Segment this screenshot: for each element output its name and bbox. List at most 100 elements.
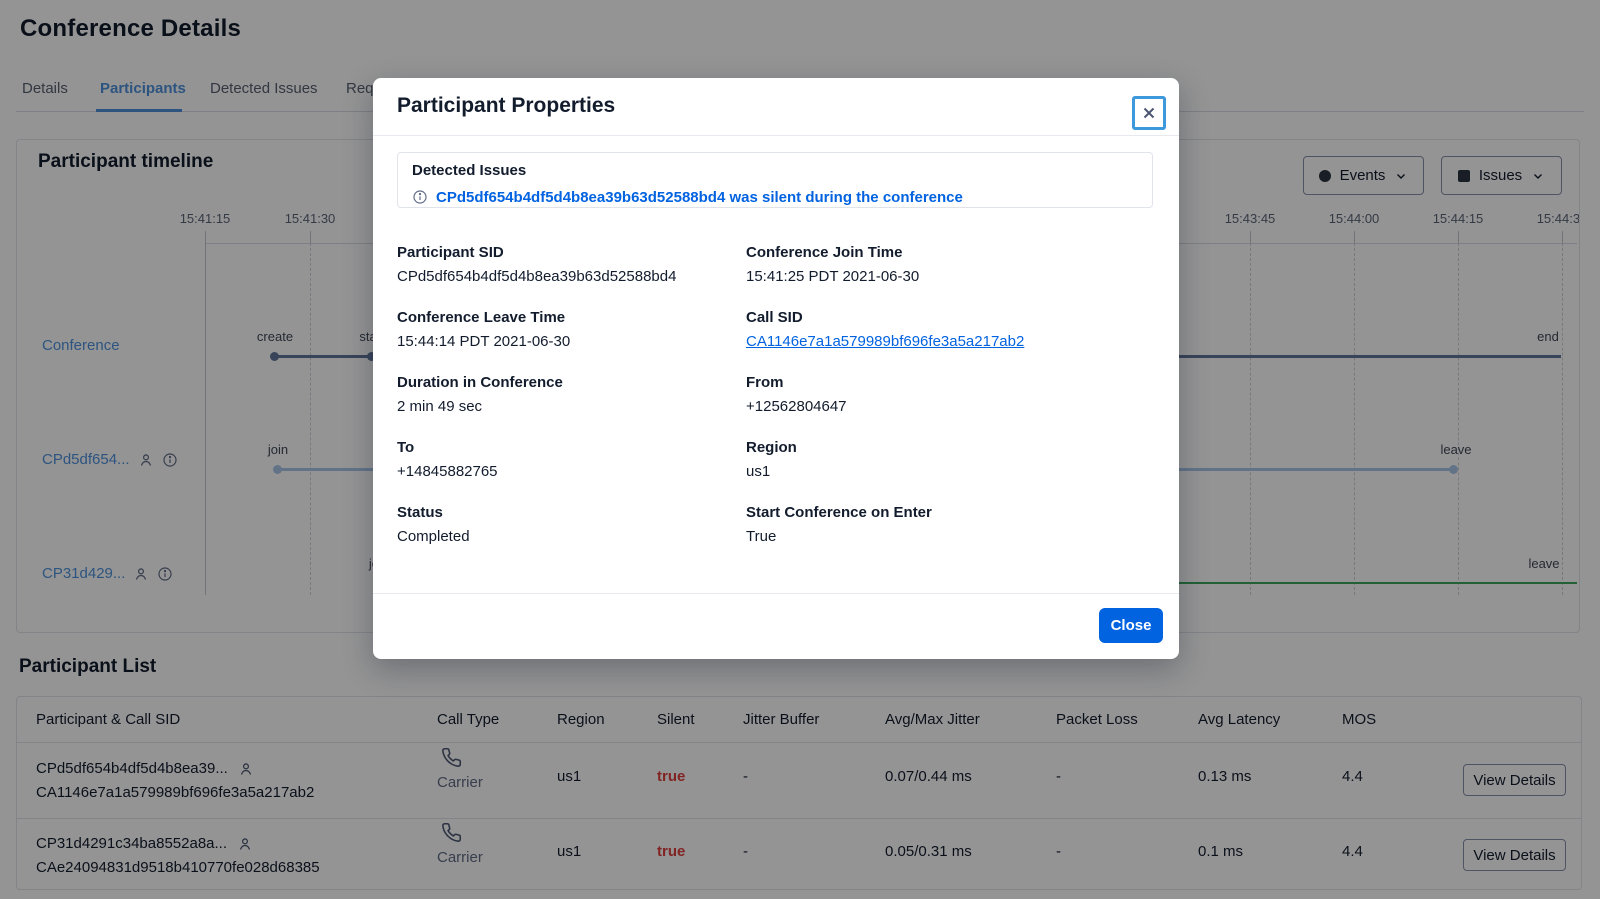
packet-loss: - bbox=[1056, 768, 1061, 785]
issues-filter-label: Issues bbox=[1478, 167, 1523, 184]
region: us1 bbox=[557, 843, 582, 860]
detected-issue-link[interactable]: CPd5df654b4df5d4b8ea39b63d52588bd4 was s… bbox=[436, 189, 963, 206]
field-call-sid: Call SID CA1146e7a1a579989bf696fe3a5a217… bbox=[746, 309, 1091, 350]
gridline-dashed bbox=[1354, 243, 1355, 595]
col-header-participant-call-sid: Participant & Call SID bbox=[36, 711, 181, 728]
axis-tick bbox=[310, 231, 311, 243]
jitter-buffer: - bbox=[743, 768, 748, 785]
person-icon bbox=[240, 762, 251, 775]
field-value: 15:41:25 PDT 2021-06-30 bbox=[746, 268, 920, 285]
gridline-dashed bbox=[1562, 243, 1563, 595]
view-details-button[interactable]: View Details bbox=[1463, 839, 1566, 871]
tab-participants[interactable]: Participants bbox=[100, 80, 186, 97]
view-details-button[interactable]: View Details bbox=[1463, 764, 1566, 796]
call-type: Carrier bbox=[437, 849, 483, 866]
region: us1 bbox=[557, 768, 582, 785]
timeline-row-conference: Conference bbox=[42, 337, 120, 354]
gridline-dashed bbox=[1458, 243, 1459, 595]
conference-link[interactable]: Conference bbox=[42, 337, 120, 354]
avg-latency: 0.13 ms bbox=[1198, 768, 1252, 785]
gridline-solid bbox=[205, 243, 206, 595]
join-event-dot bbox=[273, 465, 282, 474]
timeline-row-participant-2: CP31d429... bbox=[42, 565, 173, 582]
person-icon bbox=[136, 567, 147, 580]
modal-close-button[interactable] bbox=[1132, 96, 1166, 130]
col-header-avg-latency: Avg Latency bbox=[1198, 711, 1281, 728]
tab-request[interactable]: Requ bbox=[346, 80, 382, 97]
issues-filter-dropdown[interactable]: Issues bbox=[1441, 156, 1562, 195]
call-sid-link[interactable]: CAe24094831d9518b410770fe028d68385 bbox=[36, 859, 320, 876]
col-header-call-type: Call Type bbox=[437, 711, 500, 728]
close-icon bbox=[1143, 107, 1155, 119]
participant-sid: CP31d4291c34ba8552a8a... bbox=[36, 835, 228, 852]
active-tab-underline bbox=[96, 109, 182, 112]
col-header-region: Region bbox=[557, 711, 605, 728]
call-sid-link[interactable]: CA1146e7a1a579989bf696fe3a5a217ab2 bbox=[746, 333, 1025, 350]
modal-header-divider bbox=[373, 135, 1179, 136]
modal-footer-divider bbox=[373, 593, 1179, 594]
axis-tick-label: 15:44:00 bbox=[1328, 211, 1380, 226]
participant-list-table: Participant & Call SID Call Type Region … bbox=[16, 696, 1582, 890]
event-label-join: join bbox=[267, 442, 289, 457]
chevron-down-icon bbox=[1534, 173, 1543, 179]
field-start-conference-on-enter: Start Conference on Enter True bbox=[746, 504, 1091, 545]
call-sid-link[interactable]: CA1146e7a1a579989bf696fe3a5a217ab2 bbox=[36, 784, 315, 801]
info-icon bbox=[413, 190, 427, 204]
person-icon bbox=[140, 453, 151, 466]
col-header-silent: Silent bbox=[657, 711, 695, 728]
mos-value: 4.4 bbox=[1342, 843, 1363, 860]
axis-tick-label: 15:44:30 bbox=[1536, 211, 1580, 226]
create-event-dot bbox=[270, 352, 279, 361]
col-header-packet-loss: Packet Loss bbox=[1056, 711, 1138, 728]
axis-tick-label: 15:43:45 bbox=[1224, 211, 1276, 226]
detected-issues-heading: Detected Issues bbox=[412, 162, 527, 179]
axis-tick bbox=[1458, 231, 1459, 243]
event-label-leave: leave bbox=[1440, 442, 1472, 457]
field-label: Call SID bbox=[746, 309, 803, 326]
field-value: CPd5df654b4df5d4b8ea39b63d52588bd4 bbox=[397, 268, 677, 285]
tab-detected-issues[interactable]: Detected Issues bbox=[210, 80, 318, 97]
leave-event-dot bbox=[1449, 465, 1458, 474]
tab-details[interactable]: Details bbox=[22, 80, 68, 97]
field-participant-sid: Participant SID CPd5df654b4df5d4b8ea39b6… bbox=[397, 244, 742, 285]
field-value: Completed bbox=[397, 528, 470, 545]
participant-sid: CPd5df654b4df5d4b8ea39... bbox=[36, 760, 228, 777]
field-label: To bbox=[397, 439, 415, 456]
field-label: Region bbox=[746, 439, 797, 456]
axis-tick-label: 15:44:15 bbox=[1432, 211, 1484, 226]
timeline-title: Participant timeline bbox=[38, 151, 214, 172]
info-icon[interactable] bbox=[162, 452, 178, 468]
packet-loss: - bbox=[1056, 843, 1061, 860]
chevron-down-icon bbox=[1397, 173, 1406, 179]
avg-max-jitter: 0.05/0.31 ms bbox=[885, 843, 972, 860]
event-label-leave: leave bbox=[1528, 556, 1560, 571]
field-value: +14845882765 bbox=[397, 463, 498, 480]
col-header-avg-max-jitter: Avg/Max Jitter bbox=[885, 711, 980, 728]
gridline-dashed bbox=[310, 243, 311, 595]
participant-properties-modal: Participant Properties Detected Issues C… bbox=[373, 78, 1179, 659]
field-value: True bbox=[746, 528, 777, 545]
phone-icon bbox=[442, 822, 462, 842]
event-label-create: create bbox=[256, 329, 294, 344]
row-divider bbox=[17, 818, 1581, 819]
avg-latency: 0.1 ms bbox=[1198, 843, 1244, 860]
field-conference-leave-time: Conference Leave Time 15:44:14 PDT 2021-… bbox=[397, 309, 742, 350]
field-value: 15:44:14 PDT 2021-06-30 bbox=[397, 333, 571, 350]
participant-2-link[interactable]: CP31d429... bbox=[42, 565, 126, 582]
field-from: From +12562804647 bbox=[746, 374, 1091, 415]
field-status: Status Completed bbox=[397, 504, 742, 545]
field-label: Duration in Conference bbox=[397, 374, 563, 391]
close-button[interactable]: Close bbox=[1099, 608, 1163, 643]
timeline-row-participant-1: CPd5df654... bbox=[42, 451, 178, 468]
axis-tick bbox=[205, 231, 206, 243]
participant-1-link[interactable]: CPd5df654... bbox=[42, 451, 130, 468]
avg-max-jitter: 0.07/0.44 ms bbox=[885, 768, 972, 785]
field-duration: Duration in Conference 2 min 49 sec bbox=[397, 374, 742, 415]
events-filter-dropdown[interactable]: Events bbox=[1303, 156, 1424, 195]
field-label: Start Conference on Enter bbox=[746, 504, 932, 521]
gridline-dashed bbox=[1250, 243, 1251, 595]
col-header-mos: MOS bbox=[1342, 711, 1377, 728]
info-icon[interactable] bbox=[157, 566, 173, 582]
events-filter-label: Events bbox=[1339, 167, 1386, 184]
field-label: From bbox=[746, 374, 784, 391]
